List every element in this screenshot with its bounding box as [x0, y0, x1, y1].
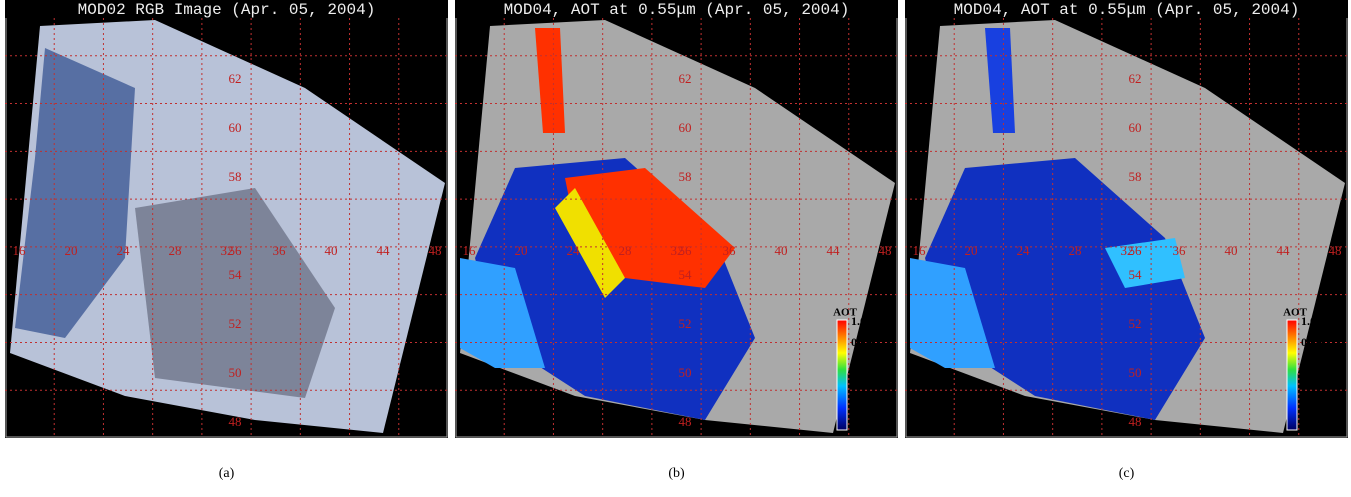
lon-label: 28 [619, 243, 632, 258]
lat-label: 58 [679, 169, 692, 184]
figure: 6260585654525048162024283236404448MOD02 … [0, 0, 1351, 492]
panel-caption: (a) [219, 466, 235, 481]
lon-label: 40 [325, 243, 338, 258]
colorbar-tick-label: 0.80 [1301, 335, 1322, 349]
colorbar [1287, 320, 1297, 430]
lat-label: 60 [1129, 120, 1142, 135]
lat-label: 60 [229, 120, 242, 135]
lat-label: 48 [679, 414, 692, 429]
lon-label: 24 [1017, 243, 1031, 258]
lon-label: 48 [1329, 243, 1342, 258]
panel-title: MOD04, AOT at 0.55μm (Apr. 05, 2004) [954, 1, 1300, 19]
lon-label: 20 [965, 243, 978, 258]
lat-label: 52 [679, 316, 692, 331]
panel-title: MOD04, AOT at 0.55μm (Apr. 05, 2004) [504, 1, 850, 19]
lat-label: 52 [229, 316, 242, 331]
colorbar [837, 320, 847, 430]
lat-label: 50 [229, 365, 242, 380]
lat-label: 54 [229, 267, 243, 282]
colorbar-tick-label: 0.20 [851, 399, 872, 413]
colorbar-tick-label: 0.00 [851, 420, 872, 434]
panel-caption: (b) [668, 466, 685, 481]
lon-label: 36 [723, 243, 737, 258]
lon-label: 32 [1121, 243, 1134, 258]
lat-label: 58 [229, 169, 242, 184]
colorbar-tick-label: 0.40 [851, 377, 872, 391]
lon-label: 44 [827, 243, 841, 258]
lon-label: 36 [1173, 243, 1187, 258]
lon-label: 40 [1225, 243, 1238, 258]
lon-label: 28 [1069, 243, 1082, 258]
lat-label: 48 [1129, 414, 1142, 429]
colorbar-tick-label: 0.00 [1301, 420, 1322, 434]
lon-label: 44 [377, 243, 391, 258]
lon-label: 24 [117, 243, 131, 258]
colorbar-tick-label: 0.20 [1301, 399, 1322, 413]
lat-label: 50 [1129, 365, 1142, 380]
lat-label: 52 [1129, 316, 1142, 331]
lon-label: 16 [913, 243, 927, 258]
lat-label: 48 [229, 414, 242, 429]
colorbar-tick-label: 0.60 [851, 356, 872, 370]
panel-caption: (c) [1119, 466, 1135, 481]
lat-label: 58 [1129, 169, 1142, 184]
colorbar-tick-label: 0.60 [1301, 356, 1322, 370]
lon-label: 20 [65, 243, 78, 258]
lon-label: 32 [671, 243, 684, 258]
panel-title: MOD02 RGB Image (Apr. 05, 2004) [78, 1, 376, 19]
colorbar-tick-label: 1.00 [851, 314, 872, 328]
lat-label: 62 [1129, 71, 1142, 86]
colorbar-tick-label: 0.40 [1301, 377, 1322, 391]
colorbar-tick-label: 0.80 [851, 335, 872, 349]
lon-label: 36 [273, 243, 287, 258]
lon-label: 40 [775, 243, 788, 258]
lat-label: 50 [679, 365, 692, 380]
lon-label: 44 [1277, 243, 1291, 258]
lon-label: 28 [169, 243, 182, 258]
lon-label: 16 [463, 243, 477, 258]
lat-label: 62 [229, 71, 242, 86]
lat-label: 54 [679, 267, 693, 282]
lon-label: 48 [879, 243, 892, 258]
colorbar-tick-label: 1.00 [1301, 314, 1322, 328]
lon-label: 16 [13, 243, 27, 258]
lat-label: 54 [1129, 267, 1143, 282]
lon-label: 48 [429, 243, 442, 258]
lat-label: 62 [679, 71, 692, 86]
lon-label: 24 [567, 243, 581, 258]
lon-label: 20 [515, 243, 528, 258]
lon-label: 32 [221, 243, 234, 258]
lat-label: 60 [679, 120, 692, 135]
